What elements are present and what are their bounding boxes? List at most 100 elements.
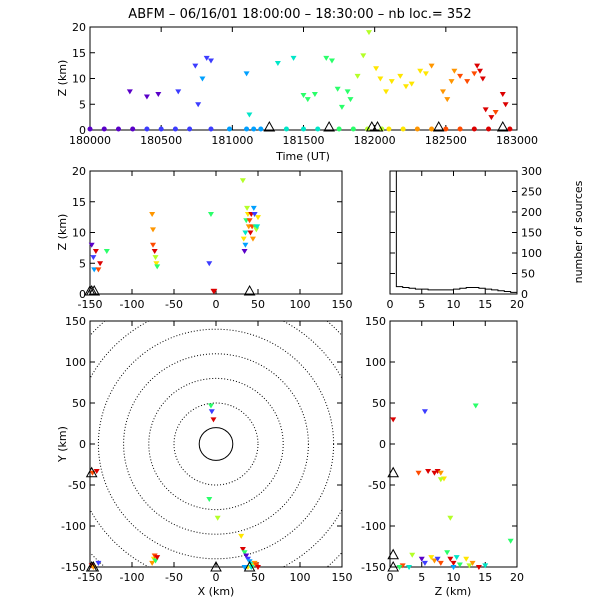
time-z-baseline-point	[258, 126, 264, 132]
time-z-point	[397, 73, 404, 79]
time-z-point	[195, 102, 202, 108]
time-z-point	[464, 79, 471, 85]
time-z-station-marker	[323, 120, 335, 132]
time-z-point	[388, 79, 395, 85]
z-y-point	[437, 470, 444, 476]
time-z-point	[300, 92, 307, 98]
x-z-point	[92, 248, 99, 254]
range-ring	[198, 427, 234, 461]
x-z-point	[207, 212, 214, 218]
x-y-point	[154, 555, 161, 561]
x_y-ytick-label: 100	[65, 356, 86, 369]
time-z-point	[377, 76, 384, 82]
time-z-baseline-point	[172, 126, 178, 132]
z-y-point	[450, 565, 457, 570]
time-z-point	[246, 112, 253, 118]
x-z-axes-frame	[89, 170, 343, 295]
z-y-point	[396, 565, 403, 570]
x-z-station-marker	[243, 284, 256, 296]
time-z-point	[360, 53, 367, 59]
x-z-point	[249, 236, 256, 242]
time-z-baseline-point	[315, 126, 321, 132]
time-z-point	[439, 89, 446, 95]
z-y-point	[421, 409, 428, 415]
hist-ytick-label: 150	[521, 227, 542, 240]
hist-ytick-label: 0	[521, 288, 528, 301]
x-z-point	[254, 224, 261, 230]
time-z-point	[323, 55, 330, 61]
time_z-xtick-label: 182500	[425, 134, 467, 147]
z-y-point	[425, 469, 432, 475]
x-y-point	[238, 533, 245, 539]
time-z-baseline-point	[144, 126, 150, 132]
x_y-xtick-label: 0	[213, 571, 220, 584]
z_y-xtick-label: 0	[387, 571, 394, 584]
time-z-ylabel: Z (km)	[56, 60, 69, 97]
x-z-point	[242, 242, 249, 248]
x-z-panel: Z (km) -150 -100 -50 0 50 100 150 0 5 10 15 20	[56, 165, 353, 311]
x_y-xtick-label: -50	[165, 571, 183, 584]
z-y-point	[472, 403, 479, 409]
x-z-point	[239, 178, 246, 184]
hist-ytick-label: 200	[521, 206, 542, 219]
x-y-point	[206, 496, 213, 502]
time-z-baseline-point	[130, 126, 136, 132]
x-y-point	[95, 560, 102, 566]
time-z-baseline-point	[187, 126, 193, 132]
time-z-baseline-point	[471, 126, 477, 132]
range-ring	[123, 353, 309, 535]
time-z-baseline-point	[87, 126, 93, 132]
x_z-xtick-label: -150	[78, 298, 103, 311]
x_y-ytick-label: -150	[61, 561, 86, 574]
time-z-station-marker	[432, 120, 445, 132]
z-y-station-marker	[387, 466, 400, 478]
x-z-point	[95, 267, 102, 273]
time-z-point	[502, 102, 509, 108]
time-z-baseline-point	[226, 126, 232, 132]
x-y-point	[207, 403, 214, 409]
time-z-point	[499, 91, 506, 97]
x-y-ylabel: Y (km)	[56, 426, 69, 463]
time-z-point	[334, 86, 341, 92]
z-y-point	[434, 469, 441, 475]
x_z-ytick-label: 15	[72, 196, 86, 209]
time_z-xtick-label: 180500	[140, 134, 182, 147]
chart-title: ABFM – 06/16/01 18:00:00 – 18:30:00 – nb…	[128, 7, 471, 22]
z_y-ytick-label: 100	[365, 356, 386, 369]
x-z-station-marker	[88, 284, 101, 296]
z_y-ytick-label: -50	[368, 479, 386, 492]
time-z-baseline-point	[443, 126, 449, 132]
z-y-axes-frame	[389, 320, 518, 568]
x-z-point	[246, 218, 253, 224]
time_z-xtick-label: 183000	[496, 134, 538, 147]
time-z-point	[175, 89, 182, 95]
x-z-point	[149, 212, 156, 218]
x_y-ytick-label: -50	[68, 479, 86, 492]
x-y-station-marker	[243, 560, 256, 572]
x-y-xlabel: X (km)	[198, 585, 235, 598]
z-y-point	[418, 556, 425, 562]
x-z-point	[251, 212, 258, 218]
x_y-xtick-label: -100	[120, 571, 145, 584]
x_z-xtick-label: -100	[120, 298, 145, 311]
z-y-point	[431, 558, 438, 564]
range-ring	[148, 377, 284, 511]
z_y-ytick-label: 0	[379, 438, 386, 451]
x-y-point	[210, 417, 217, 423]
x_y-ytick-label: 150	[65, 315, 86, 328]
time-z-point	[290, 55, 297, 61]
time-z-point	[143, 94, 150, 100]
z_y-ytick-label: 50	[372, 397, 386, 410]
range-ring	[173, 402, 259, 486]
x-z-point	[250, 205, 257, 211]
z_y-xtick-label: 10	[447, 571, 461, 584]
time-z-point	[474, 63, 481, 69]
time-z-baseline-point	[251, 126, 257, 132]
time-z-baseline-point	[158, 126, 164, 132]
time-z-baseline-point	[386, 126, 392, 132]
time-z-point	[354, 73, 361, 79]
time-z-point	[402, 84, 409, 90]
x_y-xtick-label: -150	[78, 571, 103, 584]
z-y-point	[390, 417, 397, 423]
time_z-ytick-label: 0	[79, 124, 86, 137]
